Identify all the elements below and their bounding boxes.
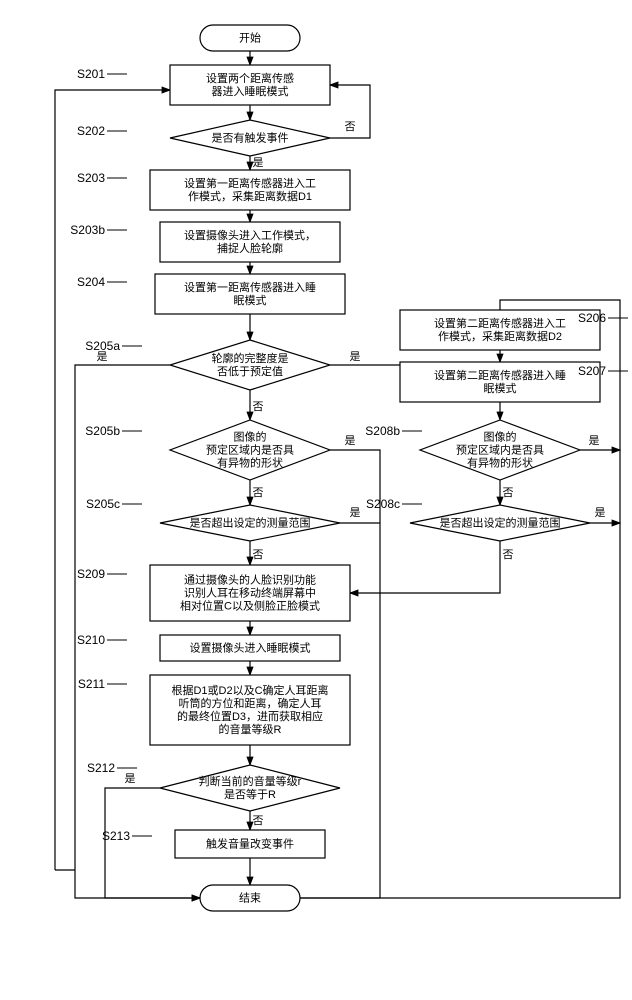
node-s204: 设置第一距离传感器进入睡眠模式 [155,274,345,314]
svg-text:是: 是 [350,506,361,519]
label-S201: S201 [77,67,105,81]
node-s212: 判断当前的音量等级r是否等于R [160,765,340,811]
svg-text:否: 否 [253,815,264,827]
svg-text:是: 是 [125,772,136,785]
label-S210: S210 [77,633,105,647]
flowchart: 是否否是是是否是否否是是否否是开始设置两个距离传感器进入睡眠模式是否有触发事件设… [10,10,632,930]
svg-text:触发音量改变事件: 触发音量改变事件 [206,837,294,851]
svg-text:否: 否 [253,401,264,413]
node-s210: 设置摄像头进入睡眠模式 [160,635,340,661]
node-s209: 通过摄像头的人脸识别功能识别人耳在移动终端屏幕中相对位置C以及侧脸正脸模式 [150,565,350,621]
node-s202: 是否有触发事件 [170,120,330,156]
node-s213: 触发音量改变事件 [175,830,325,858]
svg-text:轮廓的完整度是否低于预定值: 轮廓的完整度是否低于预定值 [212,351,289,378]
svg-text:是否超出设定的测量范围: 是否超出设定的测量范围 [440,516,561,530]
svg-text:否: 否 [345,121,356,133]
svg-text:是: 是 [589,434,600,447]
label-S208b: S208b [365,424,400,438]
node-end: 结束 [200,885,300,911]
label-S212: S212 [87,761,115,775]
label-S204: S204 [77,275,105,289]
svg-text:设置第一距离传感器进入工作模式，采集距离数据D1: 设置第一距离传感器进入工作模式，采集距离数据D1 [184,176,316,203]
node-s203: 设置第一距离传感器进入工作模式，采集距离数据D1 [150,170,350,210]
node-s208b: 图像的预定区域内是否具有异物的形状 [420,420,580,480]
label-S203: S203 [77,171,105,185]
svg-text:是否超出设定的测量范围: 是否超出设定的测量范围 [190,516,311,530]
svg-text:是: 是 [345,434,356,447]
svg-text:否: 否 [503,549,514,561]
node-s205b: 图像的预定区域内是否具有异物的形状 [170,420,330,480]
svg-text:结束: 结束 [239,892,261,905]
node-s205c: 是否超出设定的测量范围 [160,505,340,541]
node-s203b: 设置摄像头进入工作模式，捕捉人脸轮廓 [160,222,340,262]
label-S202: S202 [77,124,105,138]
svg-text:开始: 开始 [239,31,261,45]
label-S207: S207 [578,364,606,378]
label-S209: S209 [77,567,105,581]
node-s205a: 轮廓的完整度是否低于预定值 [170,340,330,390]
label-S208c: S208c [366,497,400,511]
node-s201: 设置两个距离传感器进入睡眠模式 [170,65,330,105]
svg-text:否: 否 [503,487,514,499]
nodes: 开始设置两个距离传感器进入睡眠模式是否有触发事件设置第一距离传感器进入工作模式，… [150,25,600,911]
label-S205a: S205a [85,339,120,353]
svg-text:通过摄像头的人脸识别功能识别人耳在移动终端屏幕中相对位置C以: 通过摄像头的人脸识别功能识别人耳在移动终端屏幕中相对位置C以及侧脸正脸模式 [180,573,320,613]
svg-text:设置第二距离传感器进入工作模式，采集距离数据D2: 设置第二距离传感器进入工作模式，采集距离数据D2 [434,316,566,343]
svg-text:设置摄像头进入睡眠模式: 设置摄像头进入睡眠模式 [190,641,311,655]
node-s211: 根据D1或D2以及C确定人耳距离听筒的方位和距离，确定人耳的最终位置D3，进而获… [150,675,350,745]
svg-text:是: 是 [253,156,264,169]
svg-text:否: 否 [253,549,264,561]
node-s206: 设置第二距离传感器进入工作模式，采集距离数据D2 [400,310,600,350]
svg-text:设置两个距离传感器进入睡眠模式: 设置两个距离传感器进入睡眠模式 [206,71,294,98]
label-S203b: S203b [70,223,105,237]
node-s208c: 是否超出设定的测量范围 [410,505,590,541]
svg-text:是: 是 [595,506,606,519]
svg-text:否: 否 [253,487,264,499]
label-S206: S206 [578,311,606,325]
node-s207: 设置第二距离传感器进入睡眠模式 [400,362,600,402]
label-S205b: S205b [85,424,120,438]
node-start: 开始 [200,25,300,51]
svg-text:是: 是 [350,350,361,363]
svg-text:是否有触发事件: 是否有触发事件 [212,131,289,145]
label-S211: S211 [78,677,105,691]
label-S213: S213 [102,829,130,843]
label-S205c: S205c [86,497,120,511]
